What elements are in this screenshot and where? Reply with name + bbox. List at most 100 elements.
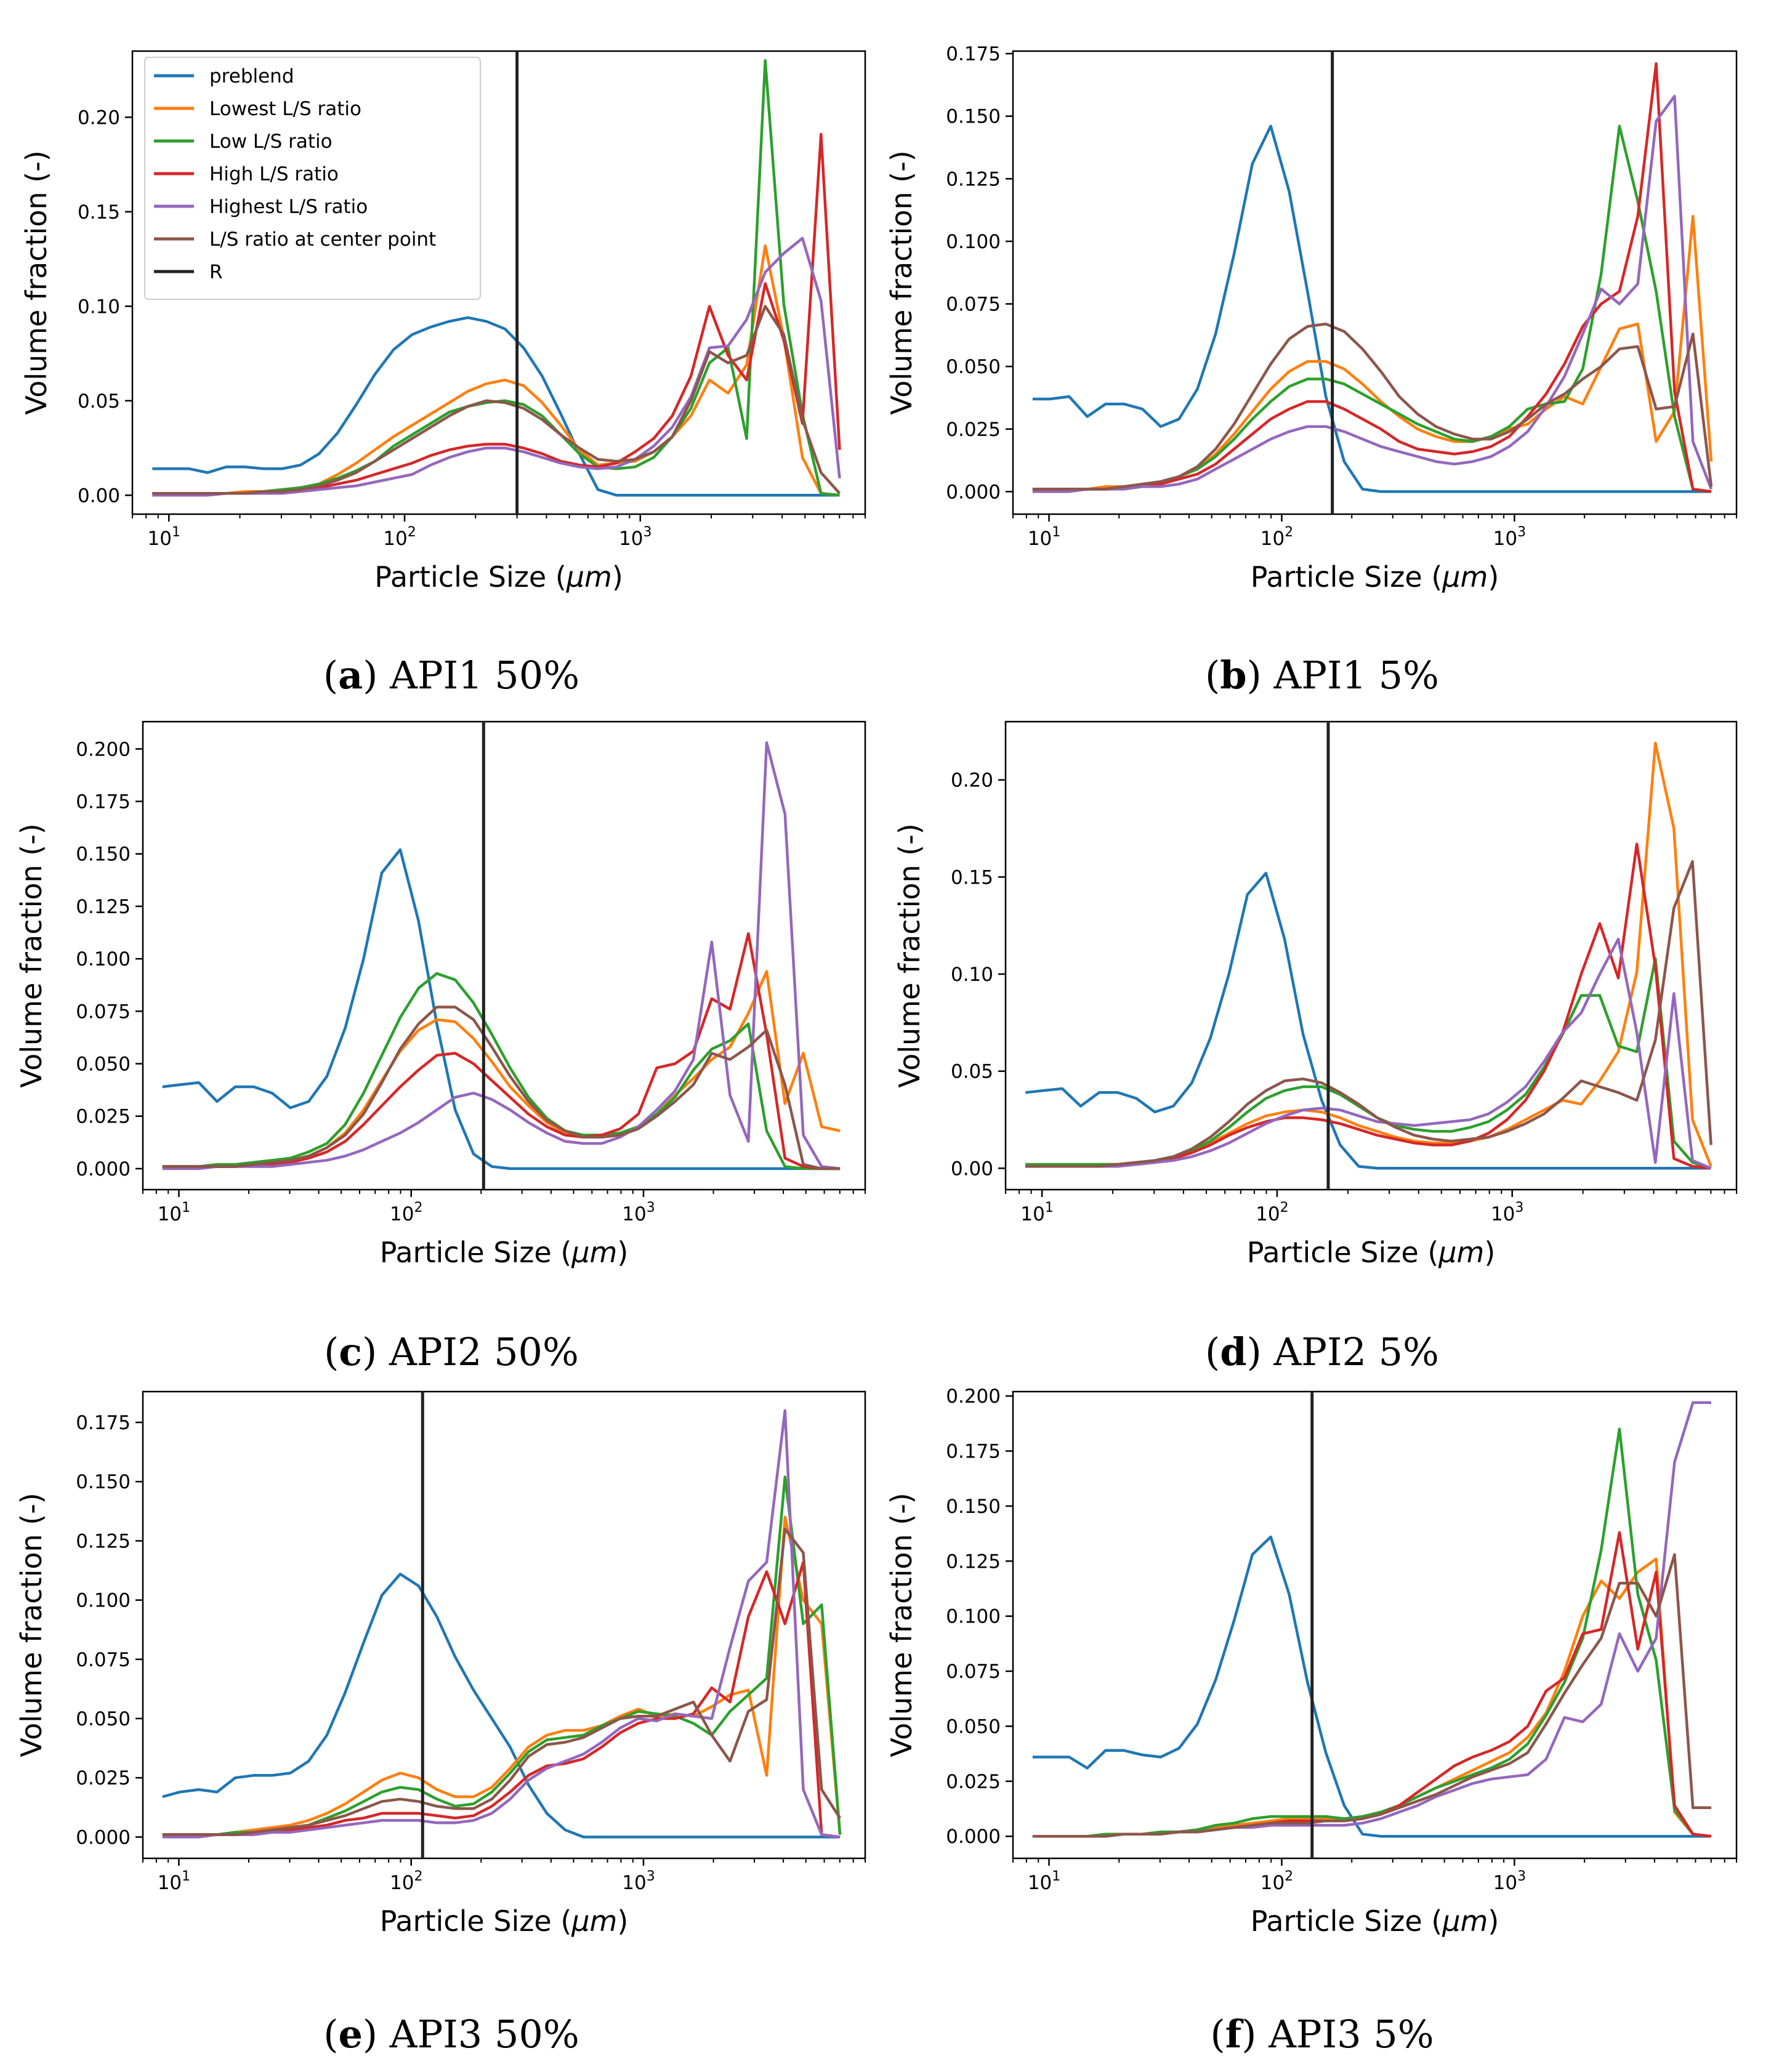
legend-label: preblend	[209, 65, 294, 87]
y-axis-label: Volume fraction (-)	[15, 1493, 48, 1757]
y-tick-label: 0.150	[76, 844, 131, 866]
panel-caption: (b) API1 5%	[1205, 653, 1439, 698]
y-tick-label: 0.075	[76, 1649, 131, 1671]
x-axis-label-close: )	[1488, 560, 1499, 594]
caption-text: ) API2 5%	[1247, 1329, 1439, 1374]
y-tick-label: 0.125	[76, 896, 131, 918]
legend-label: Low L/S ratio	[209, 131, 333, 153]
caption-open: (	[1205, 1329, 1220, 1374]
x-tick-label: 102	[390, 1200, 422, 1225]
y-tick-label: 0.100	[946, 231, 1001, 253]
x-tick-label: 102	[1256, 1200, 1288, 1225]
x-axis-unit: μm	[1442, 560, 1488, 594]
y-tick-label: 0.125	[76, 1530, 131, 1552]
x-tick-exponent: 1	[182, 1869, 190, 1884]
x-tick-exponent: 3	[643, 525, 651, 540]
caption-letter: f	[1225, 2012, 1244, 2057]
x-axis-label: Particle Size (μm)	[380, 1905, 629, 1938]
x-tick-label: 103	[619, 525, 651, 550]
legend-label: L/S ratio at center point	[209, 228, 436, 251]
series-line-3	[162, 932, 841, 1171]
x-tick-label: 103	[1491, 1200, 1523, 1225]
series-line-4	[152, 236, 841, 497]
x-tick-exponent: 2	[1285, 1869, 1293, 1884]
caption-open: (	[324, 1329, 339, 1374]
x-tick-label: 103	[622, 1200, 655, 1225]
x-tick-label: 101	[148, 525, 180, 550]
x-tick-label: 101	[1020, 1200, 1053, 1225]
y-tick-label: 0.150	[946, 106, 1001, 128]
x-tick-label: 101	[158, 1200, 190, 1225]
x-tick-exponent: 3	[647, 1869, 655, 1884]
caption-open: (	[323, 2012, 338, 2057]
series-line-2	[162, 972, 841, 1171]
series-line-4	[1032, 94, 1713, 493]
x-tick-exponent: 3	[1517, 525, 1526, 540]
y-tick-label: 0.00	[951, 1158, 993, 1180]
y-tick-label: 0.150	[76, 1471, 131, 1493]
caption-text: ) API1 50%	[363, 653, 579, 698]
series-line-0	[162, 848, 841, 1171]
caption-letter: c	[339, 1329, 362, 1374]
panel-caption: (a) API1 50%	[323, 653, 579, 698]
chart-panel-a: 0.00 0.05 0.10 0.15 0.20 101 102 103 Particle Si…	[20, 50, 866, 698]
x-axis-label-close: )	[617, 1236, 628, 1269]
caption-open: (	[323, 653, 338, 698]
x-tick-exponent: 1	[182, 1200, 190, 1215]
legend: preblend Lowest L/S ratio Low L/S ratio Hig…	[144, 57, 481, 300]
y-tick-label: 0.050	[76, 1708, 131, 1730]
y-tick-label: 0.15	[951, 866, 993, 889]
x-tick-exponent: 1	[1052, 525, 1060, 540]
y-tick-label: 0.025	[946, 419, 1001, 441]
y-tick-label: 0.025	[946, 1771, 1001, 1793]
panel-caption: (e) API3 50%	[323, 2012, 579, 2057]
series-line-4	[162, 1409, 841, 1839]
y-tick-label: 0.125	[946, 1550, 1001, 1573]
series-line-0	[1025, 871, 1711, 1170]
series-line-5	[152, 305, 841, 495]
x-axis-label: Particle Size (μm)	[1251, 560, 1499, 594]
x-axis-label: Particle Size (μm)	[380, 1236, 629, 1269]
y-tick-label: 0.00	[78, 485, 120, 507]
plot-frame	[142, 720, 866, 1191]
y-tick-label: 0.075	[76, 1001, 131, 1023]
panel-caption: (d) API2 5%	[1205, 1329, 1439, 1374]
x-tick-exponent: 2	[408, 525, 416, 540]
x-axis-label-close: )	[617, 1905, 628, 1938]
legend-box	[144, 57, 481, 300]
x-tick-label: 103	[1493, 525, 1526, 550]
x-axis-unit: μm	[571, 1236, 617, 1269]
caption-text: ) API2 50%	[362, 1329, 579, 1374]
panel-caption: (c) API2 50%	[324, 1329, 579, 1374]
y-tick-label: 0.100	[76, 1590, 131, 1612]
y-tick-label: 0.20	[951, 770, 993, 792]
y-tick-label: 0.10	[951, 964, 993, 986]
y-tick-label: 0.075	[946, 294, 1001, 316]
y-tick-label: 0.200	[76, 738, 131, 760]
legend-label: Lowest L/S ratio	[209, 98, 361, 120]
y-tick-label: 0.175	[946, 1441, 1001, 1463]
series-line-5	[1025, 860, 1712, 1168]
y-tick-label: 0.050	[946, 1715, 1001, 1738]
x-tick-label: 102	[390, 1869, 422, 1894]
x-tick-label: 102	[1261, 1869, 1293, 1894]
y-tick-label: 0.125	[946, 168, 1001, 190]
x-tick-label: 101	[1028, 525, 1060, 550]
x-tick-exponent: 2	[414, 1200, 422, 1215]
x-tick-label: 102	[1261, 525, 1293, 550]
series-line-5	[162, 1527, 841, 1836]
x-axis-label-close: )	[612, 560, 623, 594]
y-tick-label: 0.000	[76, 1826, 131, 1848]
x-tick-exponent: 3	[1517, 1869, 1526, 1884]
caption-letter: d	[1220, 1329, 1246, 1374]
chart-panel-f: 0.000 0.025 0.050 0.075 0.100 0.125 0.150 0.175…	[885, 1385, 1738, 2057]
chart-panel-e: 0.000 0.025 0.050 0.075 0.100 0.125 0.150 0.175…	[15, 1390, 866, 2057]
series-line-5	[162, 1006, 841, 1171]
series-line-0	[152, 316, 840, 497]
y-tick-label: 0.200	[946, 1385, 1001, 1408]
chart-panel-c: 0.000 0.025 0.050 0.075 0.100 0.125 0.150 0.175…	[15, 720, 866, 1374]
y-tick-label: 0.150	[946, 1496, 1001, 1518]
y-tick-label: 0.050	[946, 356, 1001, 378]
y-tick-label: 0.050	[76, 1054, 131, 1076]
